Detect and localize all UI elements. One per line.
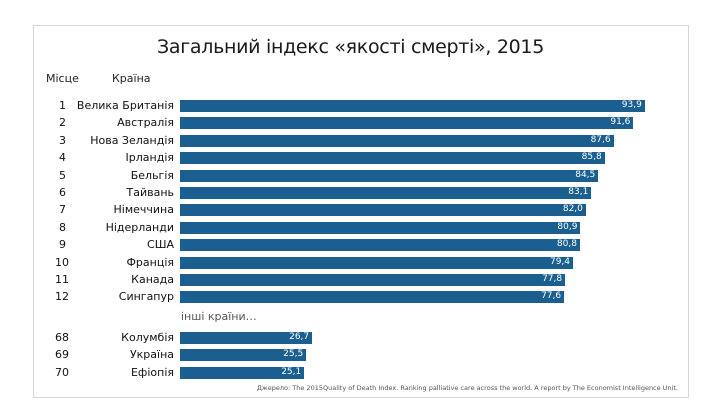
bar-value-label: 26,7	[289, 331, 310, 342]
other-countries-label: інші країни…	[181, 310, 257, 323]
rank-label: 70	[55, 365, 69, 379]
bar	[180, 221, 581, 234]
country-label: Колумбія	[121, 330, 174, 344]
country-label: Австралія	[117, 116, 174, 130]
bar	[180, 256, 574, 269]
bar	[180, 100, 645, 112]
rank-label: 6	[59, 186, 66, 199]
bar-value-label: 93,9	[621, 100, 642, 110]
rank-label: 8	[59, 220, 66, 234]
bar	[180, 331, 313, 344]
bar	[180, 239, 580, 252]
chart-title: Загальний індекс «якості смерті», 2015	[157, 36, 544, 58]
country-label: Тайвань	[126, 186, 174, 199]
country-label: Ірландія	[125, 151, 174, 165]
bar-value-label: 85,8	[581, 152, 602, 163]
rank-label: 3	[59, 133, 66, 147]
rank-label: 4	[59, 151, 66, 165]
country-label: Україна	[129, 348, 174, 362]
bar-value-label: 80,9	[557, 221, 578, 232]
bar	[180, 349, 307, 362]
bar-value-label: 25,5	[283, 349, 304, 360]
bar-value-label: 79,4	[549, 256, 571, 267]
bar-value-label: 84,5	[575, 169, 596, 180]
country-label: США	[147, 238, 174, 252]
rank-label: 9	[59, 238, 66, 252]
rank-column-header: Місце	[46, 72, 79, 85]
bar	[180, 204, 586, 217]
bar-value-label: 83,1	[568, 187, 589, 197]
country-label: Сингапур	[118, 290, 174, 304]
country-column-header: Країна	[112, 72, 151, 85]
bar-value-label: 87,6	[590, 134, 611, 145]
rank-label: 69	[55, 348, 69, 362]
country-label: Бельгія	[130, 168, 174, 182]
rank-label: 5	[59, 168, 66, 182]
rank-label: 11	[55, 273, 69, 286]
country-label: Нова Зеландія	[90, 133, 174, 147]
bar-value-label: 80,8	[556, 239, 577, 250]
rank-label: 2	[59, 116, 66, 130]
bar-value-label: 77,8	[542, 274, 563, 284]
rank-label: 68	[55, 330, 69, 344]
bar	[180, 134, 614, 147]
country-label: Велика Британія	[76, 99, 174, 112]
bar	[180, 366, 305, 379]
bar-value-label: 91,6	[610, 117, 631, 128]
bar	[180, 152, 605, 165]
rank-label: 7	[59, 203, 66, 217]
bar-value-label: 25,1	[281, 366, 302, 377]
country-label: Нідерланди	[105, 220, 174, 234]
rank-label: 12	[55, 290, 69, 304]
bar	[180, 117, 634, 130]
rank-label: 10	[55, 255, 69, 269]
bar-value-label: 77,6	[541, 291, 562, 302]
country-label: Канада	[131, 273, 174, 286]
bar	[180, 274, 566, 286]
country-label: Німеччина	[113, 203, 174, 217]
country-label: Ефіопія	[130, 365, 174, 379]
bar-value-label: 82,0	[562, 204, 583, 215]
bar	[180, 291, 565, 304]
bar	[180, 187, 592, 199]
source-note: Джерело: The 2015Quality of Death Index.…	[256, 384, 678, 392]
rank-label: 1	[59, 99, 66, 112]
country-label: Франція	[126, 255, 174, 269]
bar	[180, 169, 599, 182]
